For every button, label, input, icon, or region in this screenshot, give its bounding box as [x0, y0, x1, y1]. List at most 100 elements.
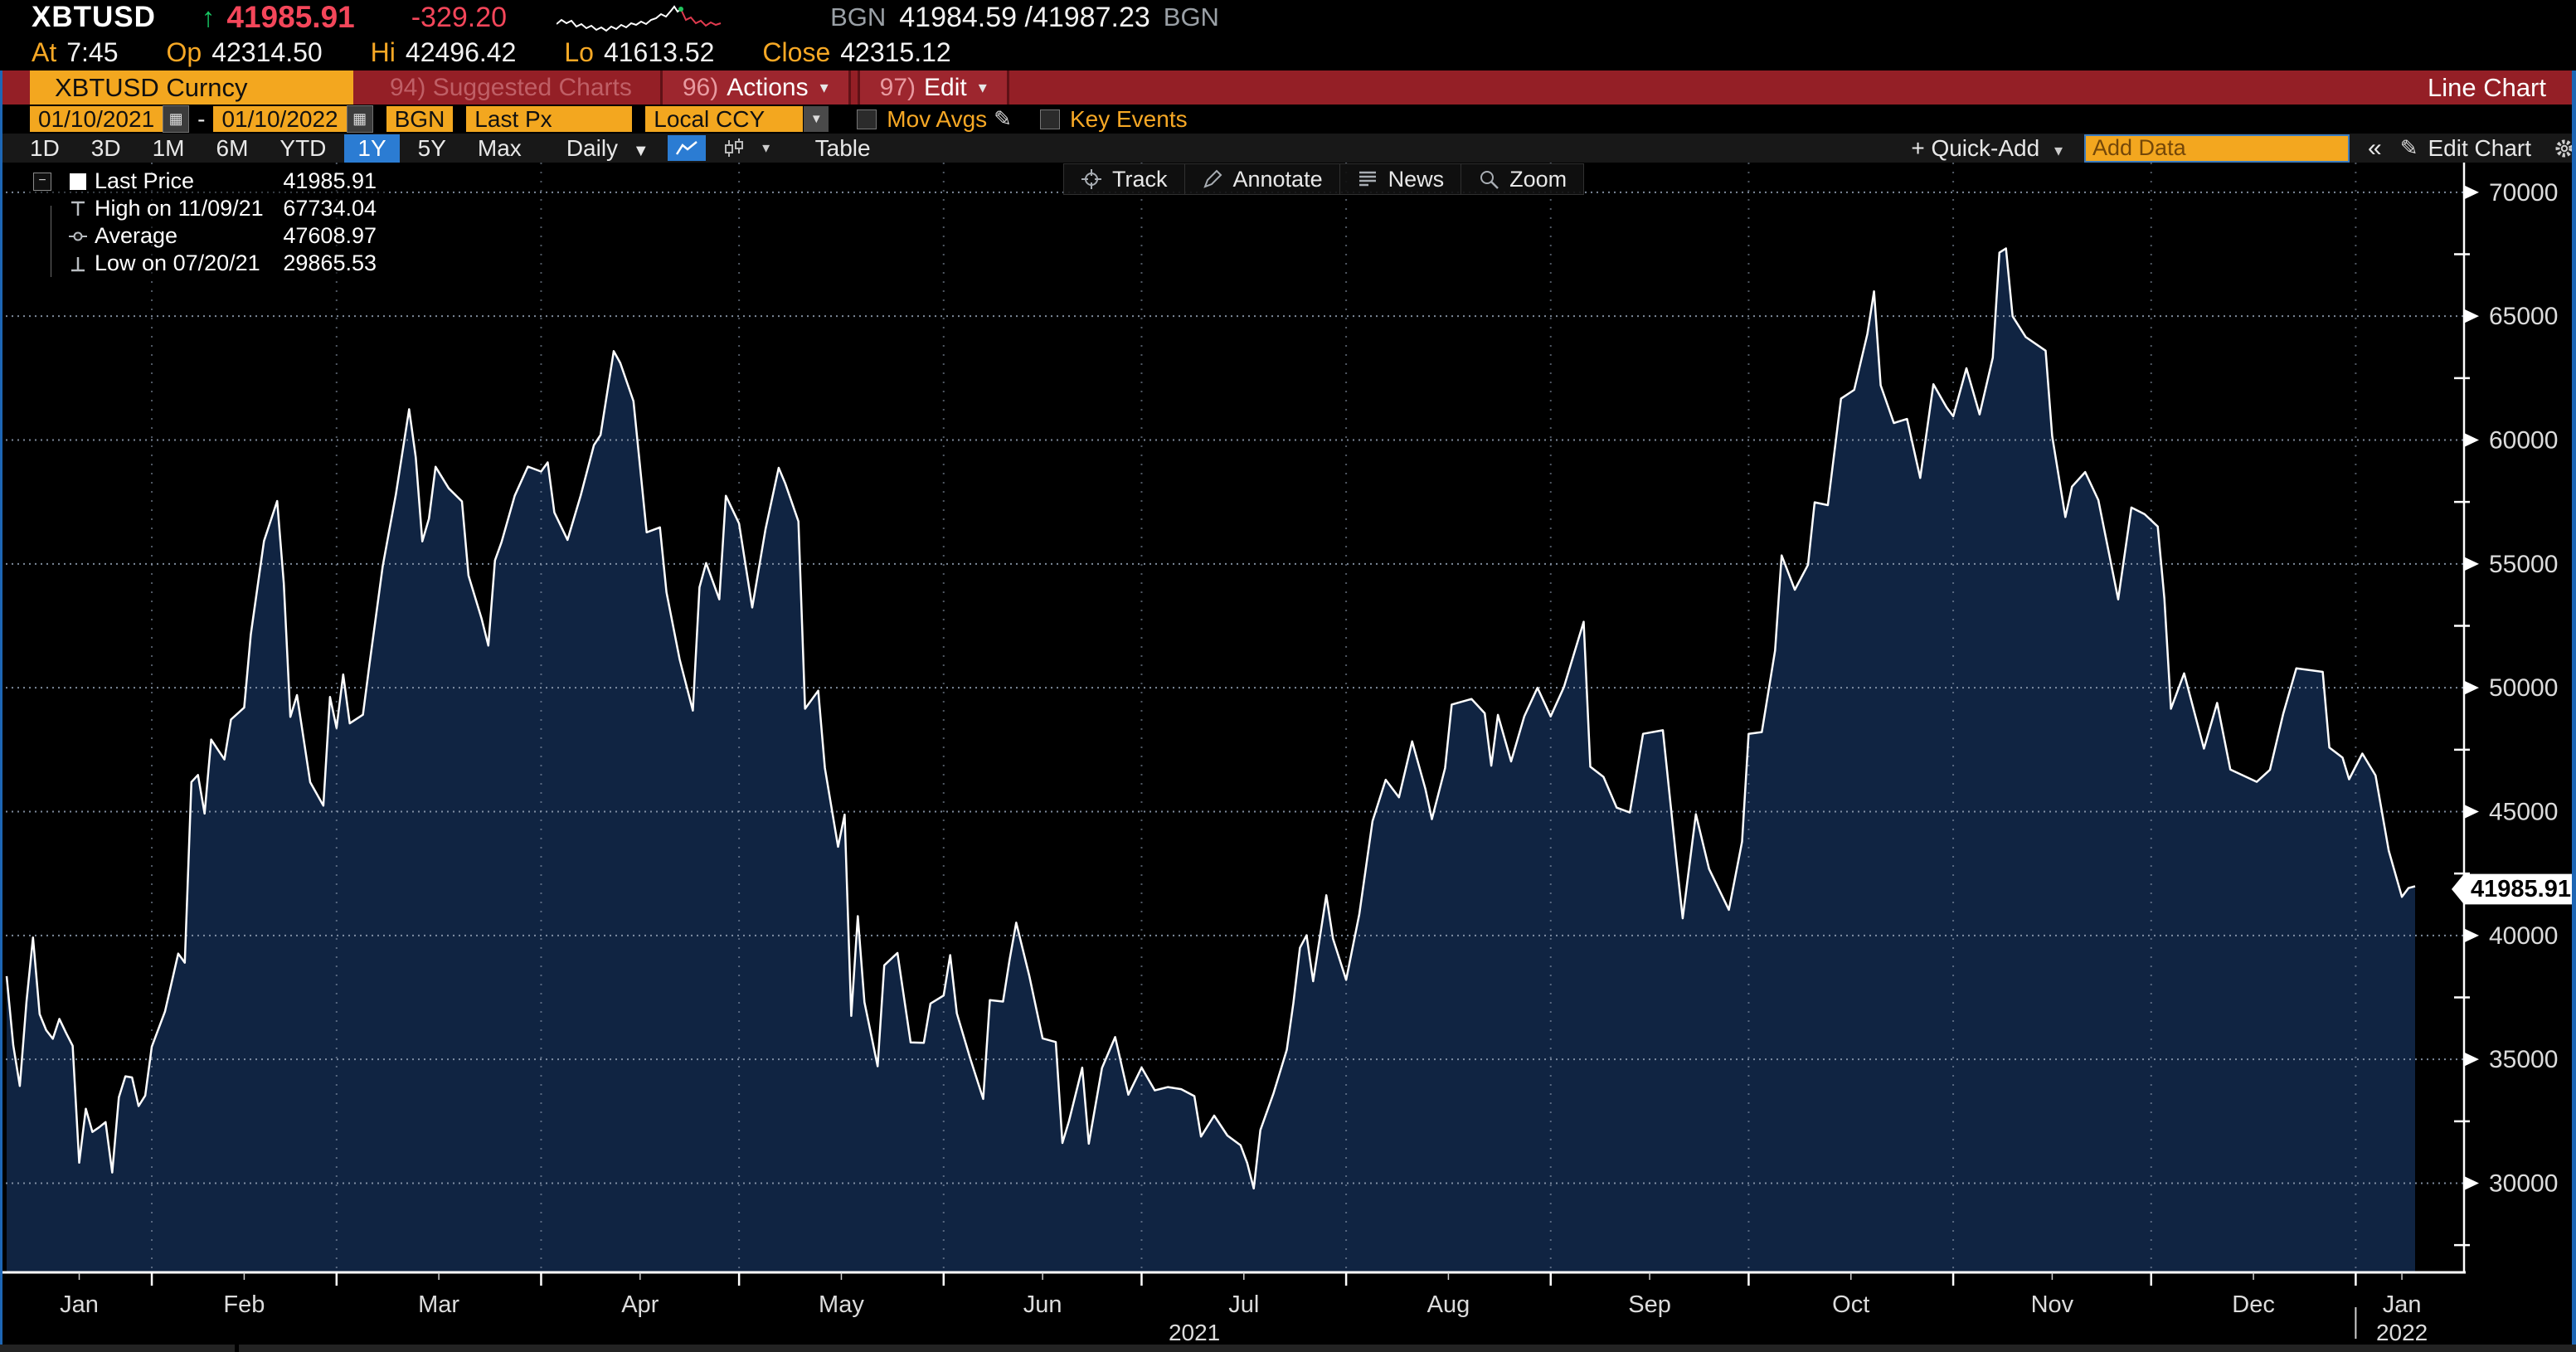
- chart-type-dropdown[interactable]: ▾: [762, 139, 770, 156]
- line-chart-icon: [675, 140, 697, 155]
- open-value: 42314.50: [211, 36, 323, 67]
- actions-menu-button[interactable]: 96) Actions ▾: [659, 71, 851, 105]
- suggested-charts-button[interactable]: 94) Suggested Charts: [390, 73, 632, 101]
- legend-row-last-price[interactable]: − Last Price 41985.91: [28, 168, 385, 195]
- gear-icon: [2555, 139, 2574, 157]
- last-price: 41985.91: [226, 0, 355, 34]
- high-label: Hi: [370, 36, 396, 67]
- at-value: 7:45: [66, 36, 119, 67]
- crosshair-icon: [1081, 169, 1101, 189]
- chart-settings-bar: 01/10/2021 ▦ - 01/10/2022 ▦ BGN Last Px …: [0, 105, 2576, 134]
- up-arrow-icon: ↑: [201, 2, 216, 32]
- at-label: At: [32, 36, 57, 67]
- key-events-label: Key Events: [1069, 105, 1188, 132]
- svg-text:Jan: Jan: [60, 1291, 99, 1318]
- svg-text:Feb: Feb: [223, 1291, 265, 1318]
- average-marker-icon: [61, 226, 95, 247]
- legend-row-low[interactable]: Low on 07/20/21 29865.53: [28, 250, 385, 277]
- chevron-down-icon: ▾: [2054, 141, 2063, 160]
- source-badge: BGN: [1163, 2, 1219, 32]
- period-button-ytd[interactable]: YTD: [266, 134, 340, 163]
- ticker-symbol: XBTUSD: [32, 1, 156, 33]
- window-edge-right: [2572, 71, 2576, 1352]
- quick-add-button[interactable]: + Quick-Add ▾: [1911, 134, 2063, 161]
- window-edge-left: [0, 71, 2, 1352]
- table-button[interactable]: Table: [801, 134, 884, 163]
- edit-chart-button[interactable]: ✎ Edit Chart: [2399, 134, 2531, 161]
- bid-ask: 41984.59 /41987.23: [899, 1, 1150, 33]
- svg-text:Jun: Jun: [1023, 1291, 1062, 1318]
- collapse-panel-button[interactable]: «: [2368, 134, 2382, 162]
- chevron-down-icon: ▾: [978, 79, 987, 97]
- last-price-axis-badge: 41985.91: [2452, 873, 2576, 905]
- chevron-down-icon: ▼: [632, 141, 649, 160]
- quote-line-2: At 7:45 Op 42314.50 Hi 42496.42 Lo 41613…: [0, 35, 2576, 70]
- period-button-1y[interactable]: 1Y: [344, 134, 400, 163]
- security-tab[interactable]: XBTUSD Curncy: [30, 71, 353, 105]
- svg-text:Nov: Nov: [2031, 1291, 2074, 1318]
- high-marker-icon: [61, 198, 95, 220]
- zoom-button[interactable]: Zoom: [1461, 163, 1585, 195]
- mov-avgs-checkbox[interactable]: [857, 109, 877, 129]
- start-date-field[interactable]: 01/10/2021: [30, 106, 163, 132]
- svg-text:55000: 55000: [2489, 551, 2558, 578]
- svg-text:Oct: Oct: [1832, 1291, 1869, 1318]
- period-buttons: 1D 3D 1M 6M YTD 1Y 5Y Max: [12, 134, 535, 163]
- svg-text:35000: 35000: [2489, 1046, 2558, 1073]
- svg-text:Mar: Mar: [418, 1291, 459, 1318]
- svg-text:Aug: Aug: [1427, 1291, 1470, 1318]
- svg-text:Dec: Dec: [2232, 1291, 2275, 1318]
- period-button-3d[interactable]: 3D: [77, 134, 134, 163]
- status-strip-divider: [235, 1345, 239, 1352]
- svg-text:45000: 45000: [2489, 798, 2558, 825]
- add-data-input[interactable]: [2084, 134, 2350, 163]
- low-label: Lo: [564, 36, 594, 67]
- period-button-1d[interactable]: 1D: [17, 134, 73, 163]
- news-icon: [1358, 171, 1376, 187]
- svg-text:Jan: Jan: [2383, 1291, 2422, 1318]
- high-value: 42496.42: [405, 36, 517, 67]
- candle-chart-type-button[interactable]: [714, 135, 752, 161]
- svg-text:70000: 70000: [2489, 179, 2558, 207]
- close-label: Close: [762, 36, 831, 67]
- edit-menu-button[interactable]: 97) Edit ▾: [857, 71, 1009, 105]
- svg-text:30000: 30000: [2489, 1170, 2558, 1197]
- svg-text:Apr: Apr: [621, 1291, 659, 1318]
- track-button[interactable]: Track: [1063, 163, 1185, 195]
- low-value: 41613.52: [603, 36, 715, 67]
- calendar-icon[interactable]: ▦: [346, 105, 373, 133]
- date-range-separator: -: [197, 105, 206, 132]
- period-button-6m[interactable]: 6M: [202, 134, 262, 163]
- period-button-max[interactable]: Max: [464, 134, 535, 163]
- svg-text:May: May: [819, 1291, 864, 1318]
- chevron-down-icon: ▾: [819, 79, 829, 97]
- close-value: 42315.12: [840, 36, 951, 67]
- pencil-icon: ✎: [2399, 135, 2418, 160]
- pencil-icon[interactable]: ✎: [994, 106, 1012, 131]
- pricing-source-field[interactable]: BGN: [386, 106, 454, 132]
- news-button[interactable]: News: [1339, 163, 1462, 195]
- chart-tools-bar: Track Annotate News Zoom: [1063, 163, 1585, 195]
- legend-collapse-icon[interactable]: −: [33, 172, 51, 191]
- svg-text:2021: 2021: [1169, 1320, 1220, 1345]
- chart-type-label: Line Chart: [2427, 72, 2546, 102]
- price-field-selector[interactable]: Last Px: [466, 106, 633, 132]
- calendar-icon[interactable]: ▦: [163, 105, 190, 133]
- legend-row-high[interactable]: High on 11/09/21 67734.04: [28, 195, 385, 222]
- key-events-checkbox[interactable]: [1039, 109, 1060, 129]
- settings-gear-button[interactable]: [2553, 137, 2576, 160]
- annotate-button[interactable]: Annotate: [1184, 163, 1340, 195]
- legend-row-average[interactable]: Average 47608.97: [28, 222, 385, 250]
- chevron-down-icon[interactable]: ▼: [804, 106, 829, 132]
- frequency-selector[interactable]: Daily ▼: [556, 134, 659, 163]
- svg-text:50000: 50000: [2489, 674, 2558, 702]
- line-chart-type-button[interactable]: [667, 135, 706, 161]
- end-date-field[interactable]: 01/10/2022: [213, 106, 347, 132]
- quote-line-1: XBTUSD ↑ 41985.91 -329.20 BGN 41984.59 /…: [0, 0, 2576, 35]
- currency-selector[interactable]: Local CCY: [645, 106, 804, 132]
- period-button-5y[interactable]: 5Y: [404, 134, 459, 163]
- svg-text:60000: 60000: [2489, 427, 2558, 455]
- period-button-1m[interactable]: 1M: [139, 134, 198, 163]
